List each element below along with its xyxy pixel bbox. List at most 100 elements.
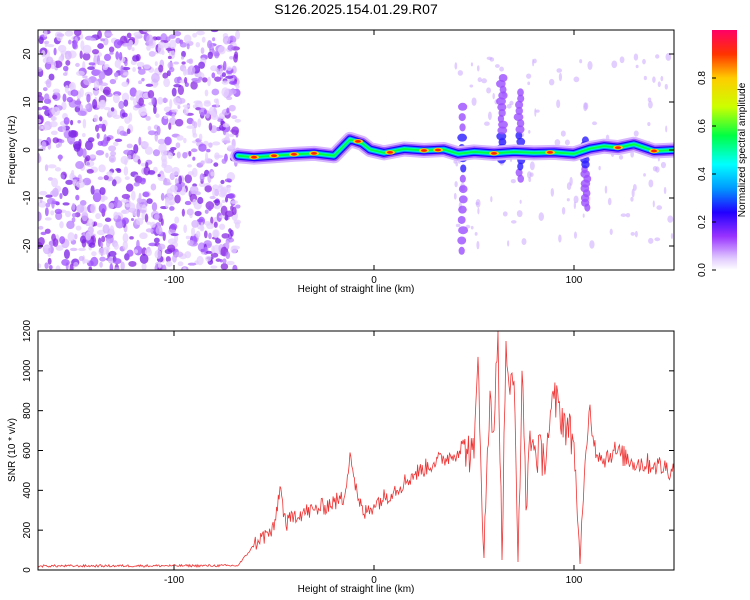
burst-3 [458,185,468,194]
noise-blob [137,68,146,75]
noise-blob [41,141,47,150]
noise-blob [227,193,236,199]
noise-blob [102,224,110,234]
noise-blob [130,217,135,222]
burst-0 [516,119,525,128]
noise-blob [45,78,52,88]
noise-blob [212,37,216,42]
noise-blob [643,173,646,177]
noise-blob [221,80,229,85]
noise-blob [124,176,130,181]
noise-blob [125,203,132,208]
noise-blob [44,93,50,102]
noise-blob [582,213,585,218]
noise-blob [566,182,572,190]
noise-blob [226,185,231,194]
y-tick-label: 200 [22,521,33,538]
noise-blob [188,58,194,65]
burst-0 [517,162,524,171]
noise-blob [561,206,566,215]
noise-blob [225,75,234,79]
noise-blob [470,225,474,230]
noise-blob [90,256,99,267]
noise-blob [86,93,91,103]
noise-blob [63,117,70,125]
noise-blob [214,198,221,206]
noise-blob [71,202,76,211]
noise-blob [665,125,668,133]
noise-blob [55,245,64,251]
noise-blob [42,87,48,92]
noise-blob [201,36,206,43]
noise-blob [38,225,44,230]
burst-3 [458,113,466,122]
noise-blob [147,170,156,175]
noise-blob [108,250,117,257]
noise-blob [132,67,136,72]
noise-blob [82,52,91,61]
noise-blob [38,143,42,147]
noise-blob [99,261,103,268]
noise-blob [194,210,202,217]
noise-blob [142,92,150,99]
noise-blob [198,76,203,81]
noise-blob [183,76,188,84]
noise-blob [198,143,207,152]
noise-blob [121,112,128,118]
hotspot-core [355,139,361,143]
noise-blob [222,123,230,128]
noise-blob [227,44,234,51]
noise-blob [151,72,160,83]
noise-blob [138,97,145,107]
noise-blob [123,149,132,155]
noise-blob [128,112,133,122]
noise-blob [226,107,230,114]
noise-blob [152,149,161,157]
noise-blob [79,199,87,206]
noise-blob [183,106,189,116]
noise-blob [97,43,104,49]
noise-blob [140,112,148,116]
noise-blob [121,209,127,214]
noise-blob [99,82,109,87]
noise-blob [65,179,74,185]
noise-blob [142,191,150,198]
noise-blob [118,100,125,110]
noise-blob [66,96,74,103]
noise-blob [38,118,42,124]
noise-blob [126,32,132,39]
noise-blob [231,65,237,74]
noise-blob [521,238,527,245]
noise-blob [118,51,123,61]
noise-blob [75,194,80,201]
noise-blob [183,224,188,233]
noise-blob [100,38,105,42]
hotspot-core [615,146,621,150]
noise-blob [99,116,103,122]
noise-blob [210,265,218,269]
noise-blob [633,53,639,61]
noise-blob [113,242,119,250]
noise-blob [219,259,223,263]
noise-blob [87,66,95,71]
noise-blob [103,106,111,111]
noise-blob [79,87,84,98]
noise-blob [499,66,504,72]
noise-blob [108,145,117,152]
noise-blob [657,81,661,88]
noise-blob [550,187,555,197]
noise-blob [147,89,155,99]
noise-blob [226,66,232,71]
noise-blob [210,252,219,258]
noise-blob [99,256,106,262]
noise-blob [225,196,229,203]
noise-blob [133,98,137,107]
noise-blob [44,164,49,172]
noise-blob [154,213,160,220]
noise-blob [51,177,59,188]
noise-blob [122,233,129,243]
noise-blob [96,132,100,139]
noise-blob [169,98,173,109]
noise-blob [38,211,42,222]
